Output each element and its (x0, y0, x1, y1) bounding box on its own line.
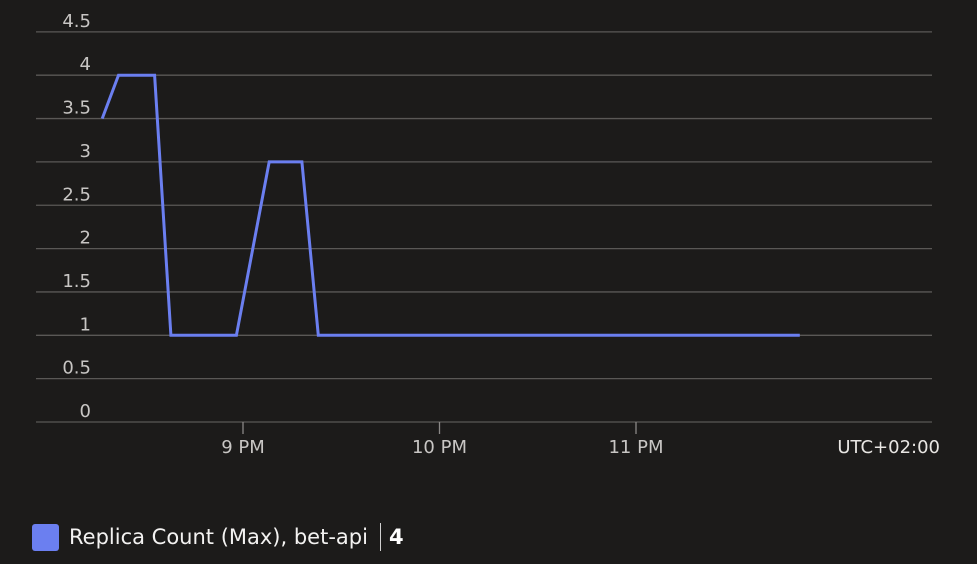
legend-series-value: 4 (388, 525, 404, 549)
series-line (100, 73, 800, 337)
y-tick-label: 0 (80, 401, 91, 422)
x-tick-label: 9 PM (221, 437, 265, 458)
y-tick-label: 2.5 (62, 184, 91, 205)
y-tick-label: 2 (80, 228, 91, 249)
y-tick-label: 3.5 (62, 98, 91, 119)
legend-series-name: Replica Count (Max), bet-api (69, 525, 368, 549)
y-tick-label: 4.5 (62, 11, 91, 32)
y-tick-label: 1.5 (62, 271, 91, 292)
legend[interactable]: Replica Count (Max), bet-api 4 (32, 522, 404, 552)
x-tick-label: 10 PM (412, 437, 467, 458)
timezone-label: UTC+02:00 (837, 437, 940, 458)
y-tick-label: 0.5 (62, 358, 91, 379)
y-tick-label: 3 (80, 141, 91, 162)
x-tick-label: 11 PM (608, 437, 663, 458)
y-tick-label: 4 (80, 54, 91, 75)
chart-plot: 0 0.5 1 1.5 2 2.5 3 3.5 4 4.5 9 PM 10 PM 11 PM UTC+02… (36, 11, 940, 458)
legend-divider (379, 523, 381, 551)
legend-swatch (32, 523, 59, 551)
y-tick-label: 1 (80, 314, 91, 335)
